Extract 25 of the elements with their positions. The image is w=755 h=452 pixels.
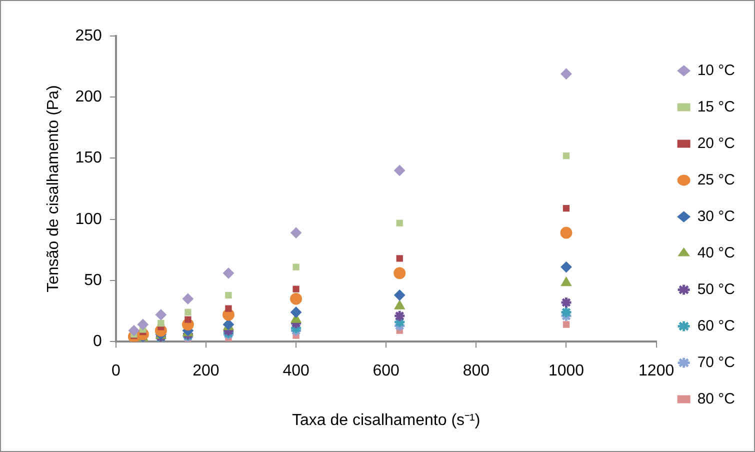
legend-label: 25 °C xyxy=(697,171,736,188)
y-tick-label: 150 xyxy=(75,150,102,167)
x-tick-label: 800 xyxy=(462,362,490,380)
x-tick-label: 400 xyxy=(282,362,310,380)
legend-label: 60 °C xyxy=(697,317,736,334)
y-tick-label: 250 xyxy=(75,27,102,44)
y-tick-label: 200 xyxy=(75,88,102,106)
x-tick-label: 600 xyxy=(372,362,400,380)
legend-label: 40 °C xyxy=(697,244,736,262)
legend-label: 15 °C xyxy=(697,98,736,116)
x-tick-label: 0 xyxy=(111,362,120,380)
legend-label: 50 °C xyxy=(697,280,736,298)
y-tick-label: 50 xyxy=(84,272,102,289)
y-tick-label: 100 xyxy=(75,210,102,228)
y-tick-label: 0 xyxy=(92,333,102,350)
legend-label: 30 °C xyxy=(697,208,736,225)
legend-label: 70 °C xyxy=(697,354,736,371)
x-axis-title: Taxa de cisalhamento (s⁻¹) xyxy=(292,412,480,429)
legend-label: 80 °C xyxy=(697,390,736,408)
legend-label: 20 °C xyxy=(697,134,736,152)
x-tick-label: 200 xyxy=(192,362,220,380)
y-axis-title: Tensão de cisalhamento (Pa) xyxy=(45,85,62,292)
legend-label: 10 °C xyxy=(697,62,736,79)
x-tick-label: 1000 xyxy=(548,362,584,380)
x-tick-label: 1200 xyxy=(638,362,674,380)
